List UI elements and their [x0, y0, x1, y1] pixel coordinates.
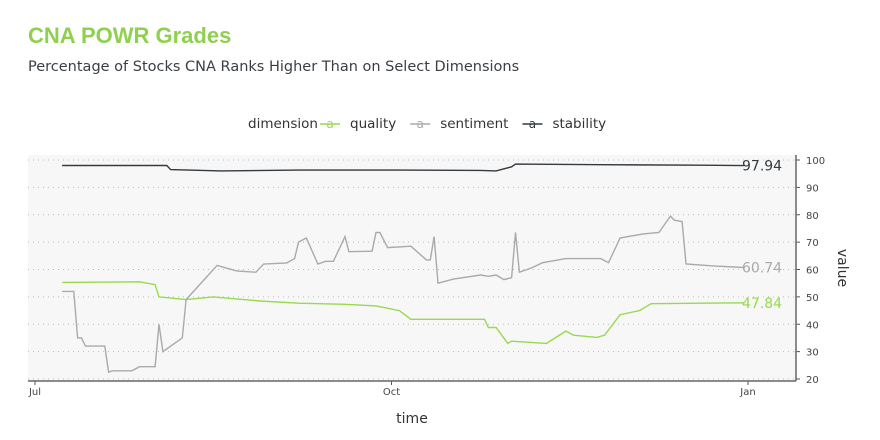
- x-tick-label: Oct: [383, 387, 400, 398]
- legend-glyph: a: [326, 117, 333, 131]
- legend-glyph: a: [417, 117, 424, 131]
- legend-label-sentiment: sentiment: [440, 116, 508, 132]
- end-label-sentiment: 60.74: [742, 260, 782, 276]
- y-tick-label: 40: [806, 320, 819, 331]
- series-line-sentiment: [62, 215, 745, 374]
- gridlines: [28, 159, 796, 380]
- plot-background: [28, 155, 796, 381]
- legend-glyph: a: [529, 117, 536, 131]
- chart-subtitle: Percentage of Stocks CNA Ranks Higher Th…: [28, 59, 520, 75]
- legend-label-quality: quality: [350, 116, 396, 132]
- y-axis-label: value: [834, 249, 850, 287]
- y-tick-label: 60: [806, 266, 819, 277]
- x-axis-label: time: [396, 411, 428, 427]
- y-tick-label: 20: [806, 375, 819, 386]
- y-tick-label: 50: [806, 293, 819, 304]
- y-tick-label: 30: [806, 348, 819, 359]
- x-tick-label: Jul: [28, 387, 41, 398]
- end-label-quality: 47.84: [742, 296, 782, 312]
- y-tick-label: 70: [806, 238, 819, 249]
- y-tick-label: 90: [806, 183, 819, 194]
- end-label-stability: 97.94: [742, 159, 782, 175]
- legend-title: dimension: [248, 116, 318, 132]
- legend-label-stability: stability: [552, 116, 606, 132]
- x-tick-label: Jan: [739, 387, 755, 398]
- y-tick-label: 80: [806, 211, 819, 222]
- series-lines: 47.84 60.74 97.94: [62, 159, 782, 374]
- series-line-quality: [62, 281, 745, 345]
- axes: 20 30 40 50 60 70 80 90 100 Jul Oct Jan: [28, 155, 825, 398]
- chart-title: CNA POWR Grades: [28, 23, 232, 48]
- legend: dimension a quality a sentiment a stability: [248, 116, 606, 132]
- y-tick-label: 100: [806, 156, 825, 167]
- series-line-stability: [62, 163, 745, 172]
